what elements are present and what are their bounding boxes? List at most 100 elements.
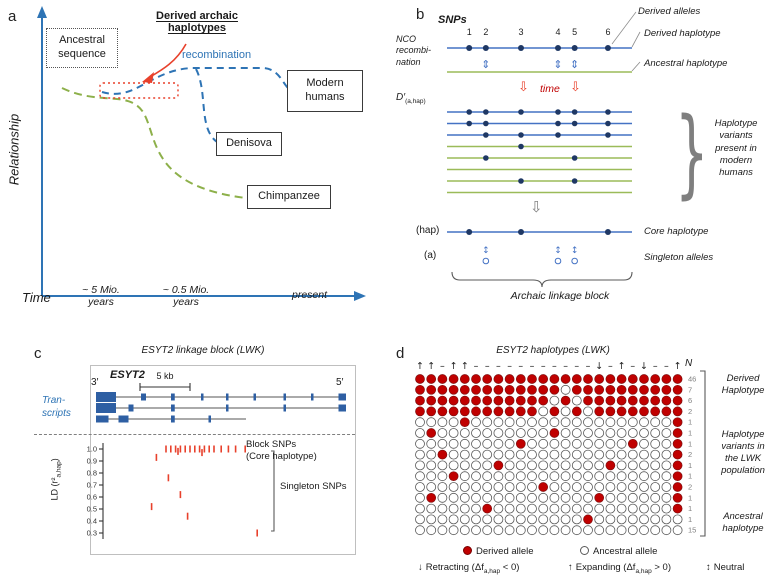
derived-allele-dot [605, 384, 616, 395]
derived-allele-dot [549, 374, 560, 384]
derived-allele-dot [493, 406, 504, 417]
ancestral-allele-dot [471, 514, 481, 525]
matrix-bracket [700, 370, 706, 537]
ld-snp-mark [186, 512, 189, 520]
ancestral-allele-dot [515, 471, 526, 482]
panel-d: ↑ ↑ – ↑ ↑ – – – – – – – – – – – ↓ – ↑ – ↓ – – ↑ 46 7 6 2 1 1 1 2 1 1 2 1 1 1 1… [388, 343, 777, 578]
derived-allele-dot [627, 384, 638, 395]
column-trend-arrow: ↑ [450, 361, 458, 372]
derived-allele-dot [493, 374, 504, 384]
derived-allele-dot [639, 395, 649, 406]
ld-snp-mark [177, 447, 179, 455]
exon-block [96, 392, 116, 402]
ancestral-allele-dot [650, 525, 661, 536]
ancestral-allele-dot [504, 514, 515, 525]
panel-c-letter: c [34, 345, 42, 362]
ancestral-allele-dot [415, 503, 425, 514]
ancestral-allele-dot [560, 438, 571, 449]
haplotype-count: 2 [688, 407, 692, 416]
derived-allele-dot [504, 384, 515, 395]
derived-allele-dot [515, 384, 526, 395]
ancestral-allele-dot [471, 492, 481, 503]
d-prime-pre: D′ [396, 92, 406, 103]
retracting-sub: a,hap [483, 567, 501, 575]
derived-allele-dot [482, 384, 493, 395]
ld-snp-mark [150, 503, 153, 511]
derived-allele-dot [605, 395, 616, 406]
panel-c-graphics: 1.0 0.9 0.8 0.7 0.6 0.5 0.4 0.3 [87, 383, 346, 539]
ld-snp-mark [208, 445, 210, 453]
ancestral-allele-dot [448, 525, 459, 536]
derived-allele-dot [538, 384, 549, 395]
column-trend-arrow: – [530, 361, 535, 372]
ld-tick-label: 0.4 [87, 517, 97, 526]
ancestral-allele-dot [661, 449, 672, 460]
derived-allele-dot [538, 395, 549, 406]
y-axis-label: Relationship [6, 113, 22, 186]
ancestral-allele-dot [493, 482, 504, 492]
neutral-arrow-icon: ↕ [706, 562, 711, 573]
ancestral-allele-dot [426, 417, 437, 428]
derived-alleles-connector [611, 11, 637, 45]
ancestral-allele-dot [549, 525, 560, 536]
snps-title: SNPs [438, 14, 467, 26]
time-tick-5mio: ~ 5 Mio. years [82, 284, 120, 308]
ancestral-allele-dot [650, 438, 661, 449]
exon-block [171, 415, 175, 423]
ancestral-allele-dot [672, 514, 683, 525]
derived-allele-dot [415, 384, 425, 395]
panel-d-title: ESYT2 haplotypes (LWK) [496, 345, 610, 356]
column-trend-arrow: ↑ [416, 361, 424, 372]
ld-axis-sub: a,hap [55, 461, 63, 478]
column-trend-arrow: ↓ [640, 361, 648, 372]
derived-archaic-arrow [149, 43, 187, 78]
derived-allele-dot [426, 395, 437, 406]
derived-allele-dot [504, 374, 515, 384]
ancestral-allele-dot [448, 417, 459, 428]
singleton-snps-label: Singleton SNPs [280, 481, 347, 492]
ancestral-allele-dot [527, 514, 537, 525]
derived-allele-dot [639, 406, 649, 417]
time-label: time [540, 83, 560, 95]
derived-haplotype-connector [631, 31, 641, 48]
ancestral-allele-dot [426, 449, 437, 460]
ancestral-allele-dot [448, 438, 459, 449]
ancestral-allele-dot [549, 492, 560, 503]
ancestral-allele-dot [415, 525, 425, 536]
haplotype-count: 1 [688, 439, 692, 448]
ancestral-allele-dot [594, 428, 605, 438]
ancestral-allele-dot [471, 460, 481, 471]
ancestral-allele-dot [650, 514, 661, 525]
time-arrow-left-icon: ⇩ [518, 80, 529, 95]
derived-allele-dot [627, 406, 638, 417]
x-axis-label: Time [22, 290, 51, 305]
ancestral-allele-dot [627, 525, 638, 536]
ancestral-allele-dot [437, 438, 448, 449]
derived-allele-dot [627, 395, 638, 406]
derived-allele-dot [672, 374, 683, 384]
nco-arrow-icon: ⇕ [570, 58, 579, 71]
derived-allele-dot [672, 406, 683, 417]
derived-allele-dot [448, 384, 459, 395]
ancestral-allele-dot [538, 428, 549, 438]
ancestral-allele-dot [415, 514, 425, 525]
ancestral-allele-dot [426, 503, 437, 514]
derived-allele-dot [459, 417, 470, 428]
singleton-arrow-icon: ↕ [482, 246, 490, 256]
ancestral-allele-dot [493, 503, 504, 514]
ancestral-allele-dot [448, 503, 459, 514]
ancestral-allele-dot [437, 428, 448, 438]
ancestral-allele-dot [415, 438, 425, 449]
ancestral-allele-dot [650, 503, 661, 514]
derived-allele-dot [571, 384, 582, 395]
ancestral-allele-dot [459, 449, 470, 460]
derived-allele-dot [672, 395, 683, 406]
ancestral-allele-dot [504, 471, 515, 482]
ancestral-allele-dot [661, 438, 672, 449]
derived-allele-dot [437, 406, 448, 417]
variant-allele-dot [518, 178, 524, 184]
derived-allele-dot [672, 384, 683, 395]
column-trend-arrow: – [608, 361, 613, 372]
derived-allele-dot [594, 492, 605, 503]
ancestral-allele-dot [482, 417, 493, 428]
